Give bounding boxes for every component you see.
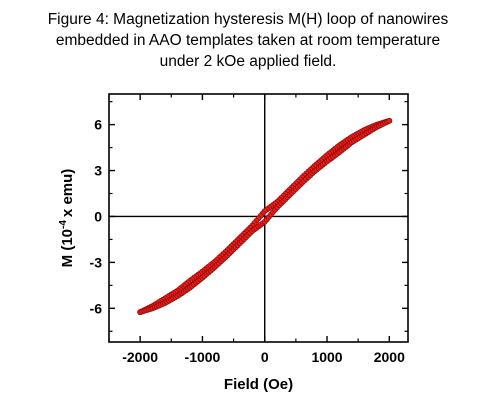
y-axis-title-exponent: -4 (58, 220, 69, 229)
y-axis-title: M (10-4 x emu) (58, 169, 76, 268)
x-tick-labels: -2000 -1000 0 1000 2000 (122, 349, 405, 365)
y-tick-label: 6 (94, 117, 102, 133)
x-axis-title: Field (Oe) (224, 376, 293, 393)
y-tick-label: 3 (94, 163, 102, 179)
figure-caption: Figure 4: Magnetization hysteresis M(H) … (0, 9, 496, 72)
y-tick-label: -6 (90, 300, 103, 316)
x-tick-label: -1000 (185, 349, 221, 365)
caption-line-1: Figure 4: Magnetization hysteresis M(H) … (47, 11, 449, 28)
x-tick-label: -2000 (122, 349, 158, 365)
data-point-ascending (386, 117, 393, 124)
y-tick-label: 0 (94, 208, 102, 224)
caption-line-3: under 2 kOe applied field. (159, 53, 337, 70)
x-tick-label: 0 (261, 349, 269, 365)
data-points (137, 117, 393, 316)
y-axis-title-rest: x emu) (59, 169, 76, 217)
y-tick-label: -3 (90, 254, 103, 270)
y-axis-title-main: M (10 (59, 229, 76, 267)
caption-line-2: embedded in AAO templates taken at room … (55, 32, 441, 49)
y-tick-labels: -6 -3 0 3 6 (90, 117, 103, 317)
axis-ticks (108, 94, 408, 342)
x-tick-label: 2000 (374, 349, 405, 365)
x-tick-label: 1000 (311, 349, 342, 365)
plot-frame (108, 93, 409, 343)
